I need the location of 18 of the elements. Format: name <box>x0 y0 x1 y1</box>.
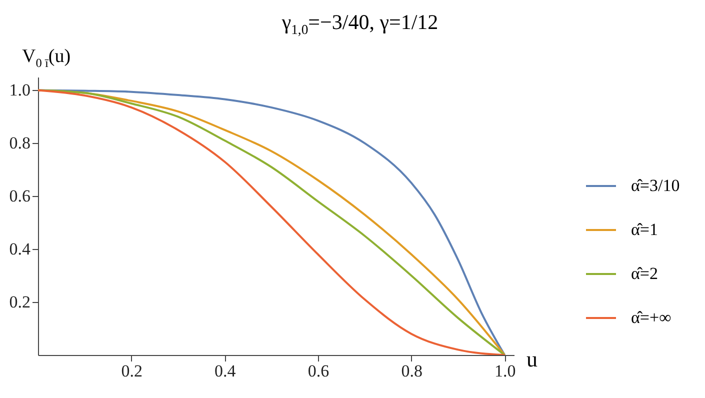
x-axis-title: u <box>526 346 538 372</box>
x-tick-label: 0.8 <box>401 362 422 380</box>
y-tick-label: 0.2 <box>9 292 30 312</box>
legend-label: α̂=3/10 <box>631 176 680 195</box>
x-tick-label: 0.4 <box>214 362 236 380</box>
legend-label: α̂=2 <box>631 264 658 283</box>
line-series <box>38 89 506 355</box>
y-tick-label: 0.6 <box>9 186 30 206</box>
y-tick-label: 0.8 <box>9 134 30 153</box>
legend-label: α̂=+∞ <box>631 308 672 327</box>
y-axis-title: V$_{0 ī}$(u) <box>22 46 71 71</box>
x-tick-label: 1.0 <box>494 362 516 380</box>
x-tick-label: 0.6 <box>308 362 330 380</box>
x-tick-label: 0.2 <box>121 362 142 380</box>
chart-title: γ$_{1,0}$=−3/40, γ=1/12 <box>280 10 440 38</box>
legend-label: α̂=1 <box>631 220 658 239</box>
y-tick-label: 1.0 <box>9 80 30 100</box>
y-tick-label: 0.4 <box>9 240 31 259</box>
